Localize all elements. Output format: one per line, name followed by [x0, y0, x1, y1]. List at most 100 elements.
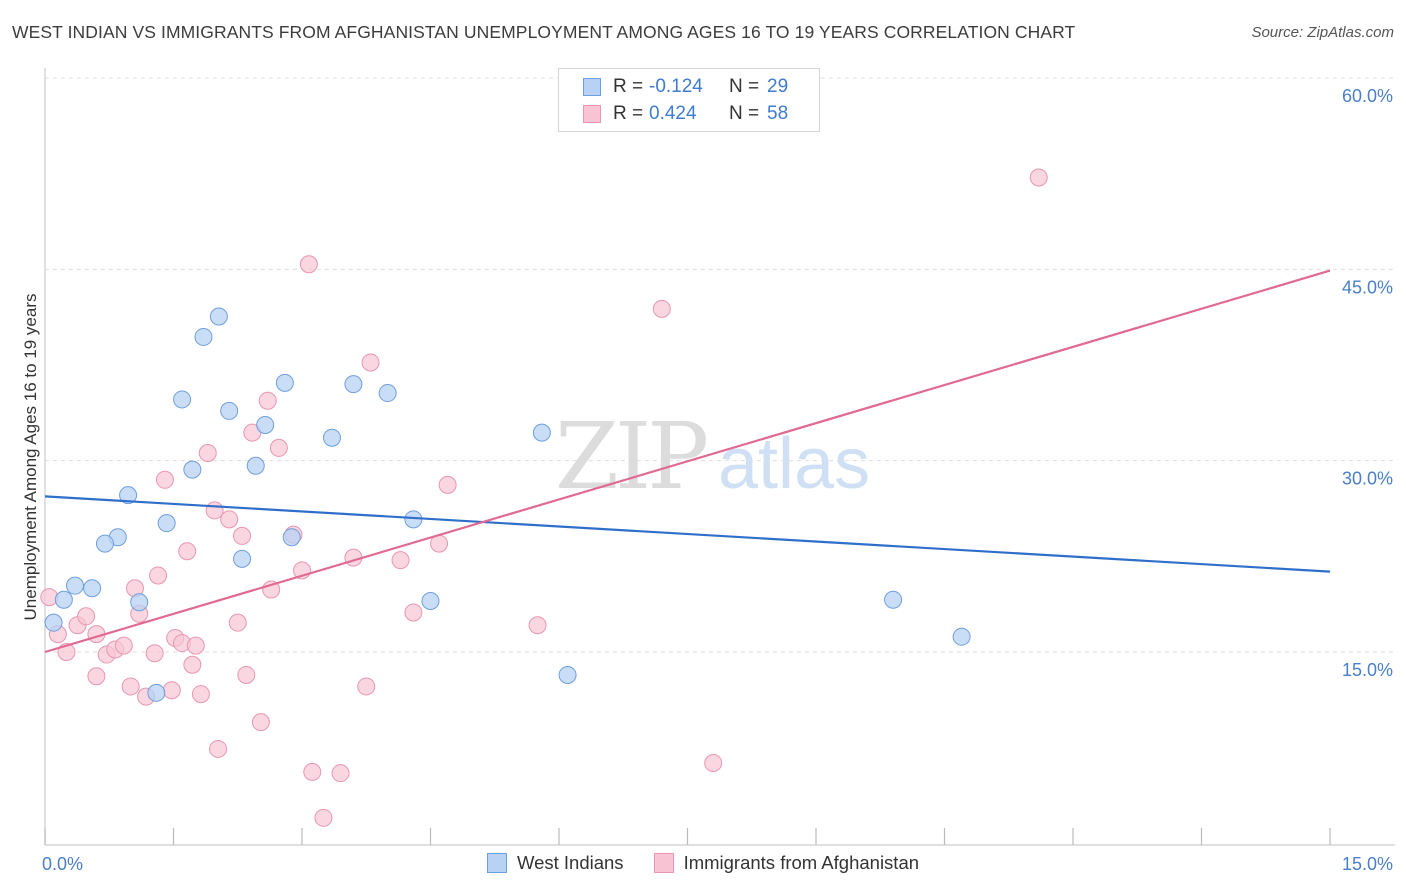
legend-r-value: 0.424	[649, 103, 697, 124]
trend-line-afghanistan	[44, 269, 1331, 654]
data-point-afghanistan	[361, 353, 380, 372]
data-point-afghanistan	[191, 685, 210, 704]
data-point-afghanistan	[114, 636, 133, 655]
source-credit: Source: ZipAtlas.com	[1251, 24, 1394, 41]
data-point-afghanistan	[299, 255, 318, 274]
data-point-west-indians	[54, 590, 73, 609]
data-point-afghanistan	[391, 551, 410, 570]
data-point-west-indians	[44, 613, 63, 632]
data-point-west-indians	[952, 627, 971, 646]
data-point-afghanistan	[121, 677, 140, 696]
data-point-west-indians	[378, 384, 397, 403]
legend-n-value: 58	[767, 103, 789, 124]
data-point-west-indians	[532, 423, 551, 442]
x-tick-label: 15.0%	[1342, 854, 1393, 874]
legend-swatch-blue	[486, 853, 507, 873]
data-point-west-indians	[558, 665, 577, 684]
y-tick-labels: 15.0% 30.0% 45.0% 60.0%	[1342, 86, 1393, 680]
data-point-afghanistan	[258, 391, 277, 410]
data-point-afghanistan	[205, 501, 224, 520]
data-point-afghanistan	[314, 808, 333, 827]
data-point-afghanistan	[251, 713, 270, 732]
series-afghanistan-points	[40, 168, 1048, 827]
legend-r-value: -0.124	[649, 76, 703, 97]
data-point-afghanistan	[1029, 168, 1048, 187]
data-point-afghanistan	[186, 636, 205, 655]
data-point-west-indians	[246, 456, 265, 475]
series-legend: West Indians Immigrants from Afghanistan	[0, 852, 1406, 874]
data-point-afghanistan	[155, 470, 174, 489]
data-point-afghanistan	[303, 762, 322, 781]
data-point-west-indians	[173, 390, 192, 409]
x-tick-labels: 0.0% 15.0%	[42, 854, 1393, 874]
series-west-indians-points	[44, 307, 971, 702]
data-point-afghanistan	[233, 526, 252, 545]
y-tick-label: 30.0%	[1342, 469, 1393, 489]
data-point-afghanistan	[87, 667, 106, 686]
legend-n-value: 29	[767, 76, 789, 97]
legend-n-label: N =	[729, 76, 760, 97]
data-point-west-indians	[83, 579, 102, 598]
data-point-afghanistan	[438, 475, 457, 494]
data-point-west-indians	[282, 528, 301, 547]
legend-n-label: N =	[729, 103, 760, 124]
data-point-west-indians	[275, 373, 294, 392]
data-point-west-indians	[344, 375, 363, 394]
data-point-afghanistan	[237, 665, 256, 684]
legend-swatch-blue	[583, 78, 601, 96]
data-point-afghanistan	[183, 655, 202, 674]
trend-line-west-indians	[44, 495, 1331, 573]
legend-r-label: R =	[613, 103, 644, 124]
watermark: ZIP atlas	[555, 403, 870, 510]
data-point-afghanistan	[209, 739, 228, 758]
axes	[44, 68, 1395, 846]
y-tick-label: 45.0%	[1342, 277, 1393, 297]
data-point-afghanistan	[704, 753, 723, 772]
data-point-west-indians	[130, 593, 149, 612]
legend-row-afghanistan: R = 0.424 N = 58	[583, 101, 788, 127]
data-point-west-indians	[322, 428, 341, 447]
data-point-afghanistan	[331, 764, 350, 783]
trend-lines	[44, 269, 1331, 654]
data-point-afghanistan	[357, 677, 376, 696]
legend-r-label: R =	[613, 76, 644, 97]
data-point-afghanistan	[178, 542, 197, 561]
x-tick-label: 0.0%	[42, 854, 83, 874]
y-tick-label: 15.0%	[1342, 660, 1393, 680]
data-point-west-indians	[421, 591, 440, 610]
data-point-afghanistan	[220, 510, 239, 529]
legend-item-afghanistan: Immigrants from Afghanistan	[653, 852, 920, 874]
data-point-afghanistan	[228, 613, 247, 632]
data-point-west-indians	[256, 415, 275, 434]
data-point-afghanistan	[162, 681, 181, 700]
legend-label: West Indians	[516, 852, 624, 873]
y-axis-label: Unemployment Among Ages 16 to 19 years	[21, 294, 40, 621]
data-point-west-indians	[209, 307, 228, 326]
legend-row-west-indians: R = -0.124 N = 29	[583, 74, 788, 100]
data-point-afghanistan	[77, 607, 96, 626]
data-point-west-indians	[220, 401, 239, 420]
correlation-legend: R = -0.124 N = 29 R = 0.424 N = 58	[558, 68, 820, 132]
data-point-afghanistan	[145, 644, 164, 663]
watermark-atlas: atlas	[718, 424, 870, 504]
data-point-west-indians	[95, 534, 114, 553]
data-point-afghanistan	[269, 438, 288, 457]
data-point-afghanistan	[149, 566, 168, 585]
legend-label: Immigrants from Afghanistan	[683, 852, 920, 873]
legend-swatch-pink	[583, 105, 601, 123]
data-point-west-indians	[233, 549, 252, 568]
data-point-afghanistan	[198, 444, 217, 463]
data-point-afghanistan	[528, 616, 547, 635]
data-point-west-indians	[147, 683, 166, 702]
data-point-west-indians	[183, 460, 202, 479]
data-point-west-indians	[884, 590, 903, 609]
legend-item-west-indians: West Indians	[486, 852, 624, 874]
data-point-west-indians	[65, 576, 84, 595]
data-point-afghanistan	[652, 299, 671, 318]
data-point-afghanistan	[404, 603, 423, 622]
chart-title: WEST INDIAN VS IMMIGRANTS FROM AFGHANIST…	[12, 22, 1076, 42]
data-point-west-indians	[119, 486, 138, 505]
legend-swatch-pink	[653, 853, 674, 873]
y-tick-label: 60.0%	[1342, 86, 1393, 106]
